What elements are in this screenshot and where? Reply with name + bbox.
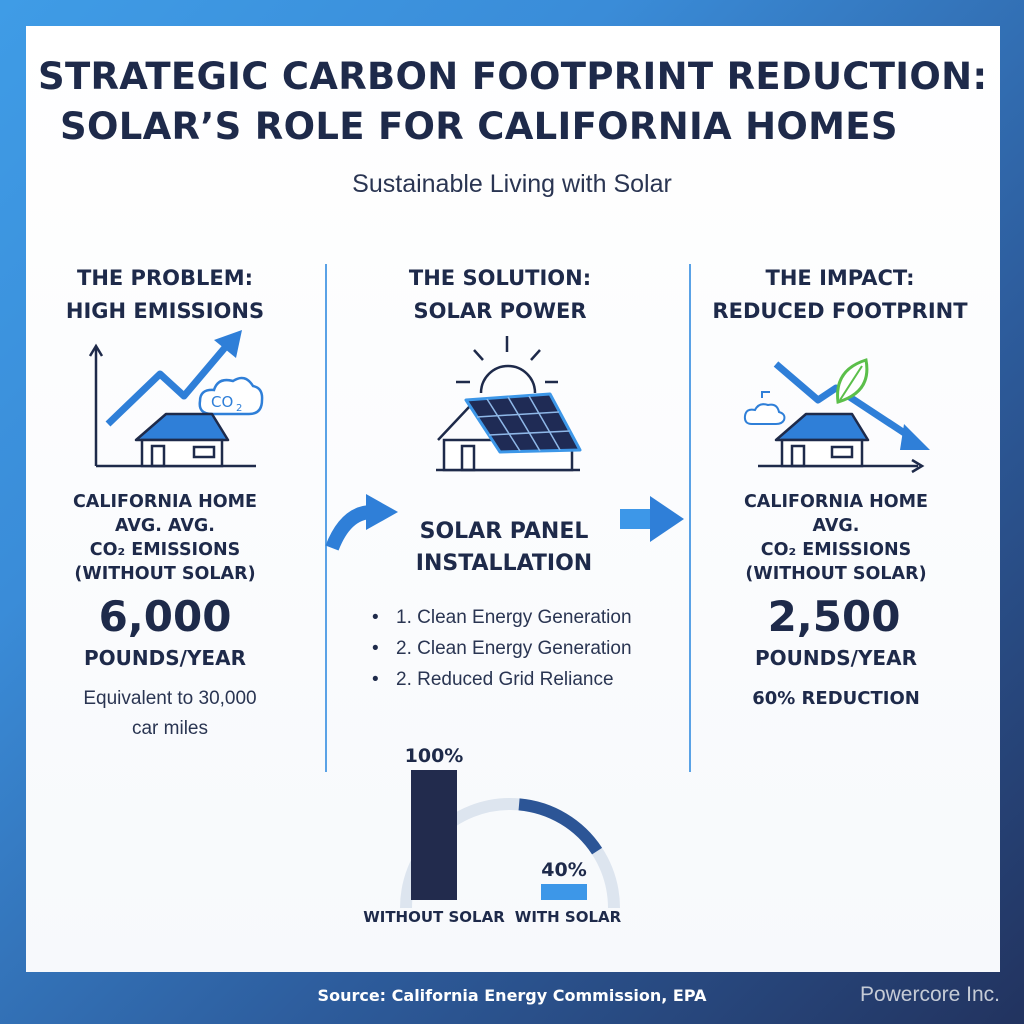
title-line-1: STRATEGIC CARBON FOOTPRINT REDUCTION: <box>38 55 988 98</box>
bar-without-solar <box>411 770 457 900</box>
title-line-2: SOLAR’S ROLE FOR CALIFORNIA HOMES <box>60 105 898 148</box>
column-divider-right <box>689 264 691 772</box>
curved-flow-arrow-icon <box>325 494 398 551</box>
bar-with-solar-value: 40% <box>541 859 586 881</box>
impact-reduction-badge: 60% REDUCTION <box>752 688 920 709</box>
bar-with-solar-label: WITH SOLAR <box>515 908 622 926</box>
solution-benefits-list: 1. Clean Energy Generation 2. Clean Ener… <box>372 602 632 695</box>
problem-note: Equivalent to 30,000 car miles <box>20 684 320 744</box>
co2-icon-subscript: 2 <box>236 403 242 414</box>
solar-panel-icon <box>464 392 582 454</box>
column-divider-left <box>325 264 327 772</box>
solution-heading: THE SOLUTION: SOLAR POWER <box>350 262 650 328</box>
problem-label-line-3: CO₂ EMISSIONS <box>89 540 241 560</box>
brand-logo-text: Powercore Inc. <box>859 983 1000 1006</box>
list-item: 1. Clean Energy Generation <box>372 602 632 633</box>
straight-flow-arrow-icon <box>620 496 684 542</box>
solution-heading-line-2: SOLAR POWER <box>413 299 587 323</box>
impact-label-line-3: CO₂ EMISSIONS <box>760 540 912 560</box>
content-panel <box>26 26 1000 972</box>
problem-value: 6,000 <box>98 592 232 641</box>
source-citation: Source: California Energy Commission, EP… <box>317 986 707 1005</box>
impact-heading-line-1: THE IMPACT: <box>765 266 915 290</box>
leaf-icon <box>836 358 869 404</box>
impact-heading-line-2: REDUCED FOOTPRINT <box>712 299 968 323</box>
solution-heading-line-1: THE SOLUTION: <box>408 266 592 290</box>
bar-with-solar <box>541 884 587 900</box>
impact-label-line-1: CALIFORNIA HOME <box>743 492 929 512</box>
co2-icon-text: CO <box>211 393 233 411</box>
impact-label: CALIFORNIA HOME AVG. CO₂ EMISSIONS (WITH… <box>686 490 986 586</box>
solution-title: SOLAR PANEL INSTALLATION <box>354 516 654 580</box>
problem-label: CALIFORNIA HOME AVG. AVG. CO₂ EMISSIONS … <box>15 490 315 586</box>
problem-label-line-2: AVG. AVG. <box>115 516 215 536</box>
bar-without-solar-label: WITHOUT SOLAR <box>363 908 505 926</box>
house-icon <box>134 412 230 468</box>
impact-units: POUNDS/YEAR <box>755 646 917 670</box>
comparison-chart: 100% 40% WITHOUT SOLAR WITH SOLAR <box>363 745 621 926</box>
solution-title-line-1: SOLAR PANEL <box>419 519 589 544</box>
problem-heading-line-1: THE PROBLEM: <box>77 266 253 290</box>
page-subtitle: Sustainable Living with Solar <box>352 170 672 198</box>
problem-heading-line-2: HIGH EMISSIONS <box>65 299 265 323</box>
problem-note-line-1: Equivalent to 30,000 <box>83 688 257 709</box>
co2-cloud-icon: CO 2 <box>198 376 264 416</box>
problem-heading: THE PROBLEM: HIGH EMISSIONS <box>15 262 315 328</box>
impact-label-line-4: (WITHOUT SOLAR) <box>745 564 927 584</box>
small-cloud-icon <box>743 391 786 425</box>
sun-icon <box>456 336 558 394</box>
problem-label-line-1: CALIFORNIA HOME <box>72 492 258 512</box>
impact-value: 2,500 <box>767 592 901 641</box>
problem-label-line-4: (WITHOUT SOLAR) <box>74 564 256 584</box>
problem-note-line-2: car miles <box>131 718 208 739</box>
bar-without-solar-value: 100% <box>405 745 464 767</box>
problem-units: POUNDS/YEAR <box>84 646 246 670</box>
impact-label-line-2: AVG. <box>812 516 860 536</box>
solution-title-line-2: INSTALLATION <box>415 551 593 576</box>
impact-house-icon <box>774 412 870 468</box>
list-item: 2. Reduced Grid Reliance <box>372 664 632 695</box>
impact-heading: THE IMPACT: REDUCED FOOTPRINT <box>690 262 990 328</box>
list-item: 2. Clean Energy Generation <box>372 633 632 664</box>
gauge-fill <box>518 798 603 855</box>
